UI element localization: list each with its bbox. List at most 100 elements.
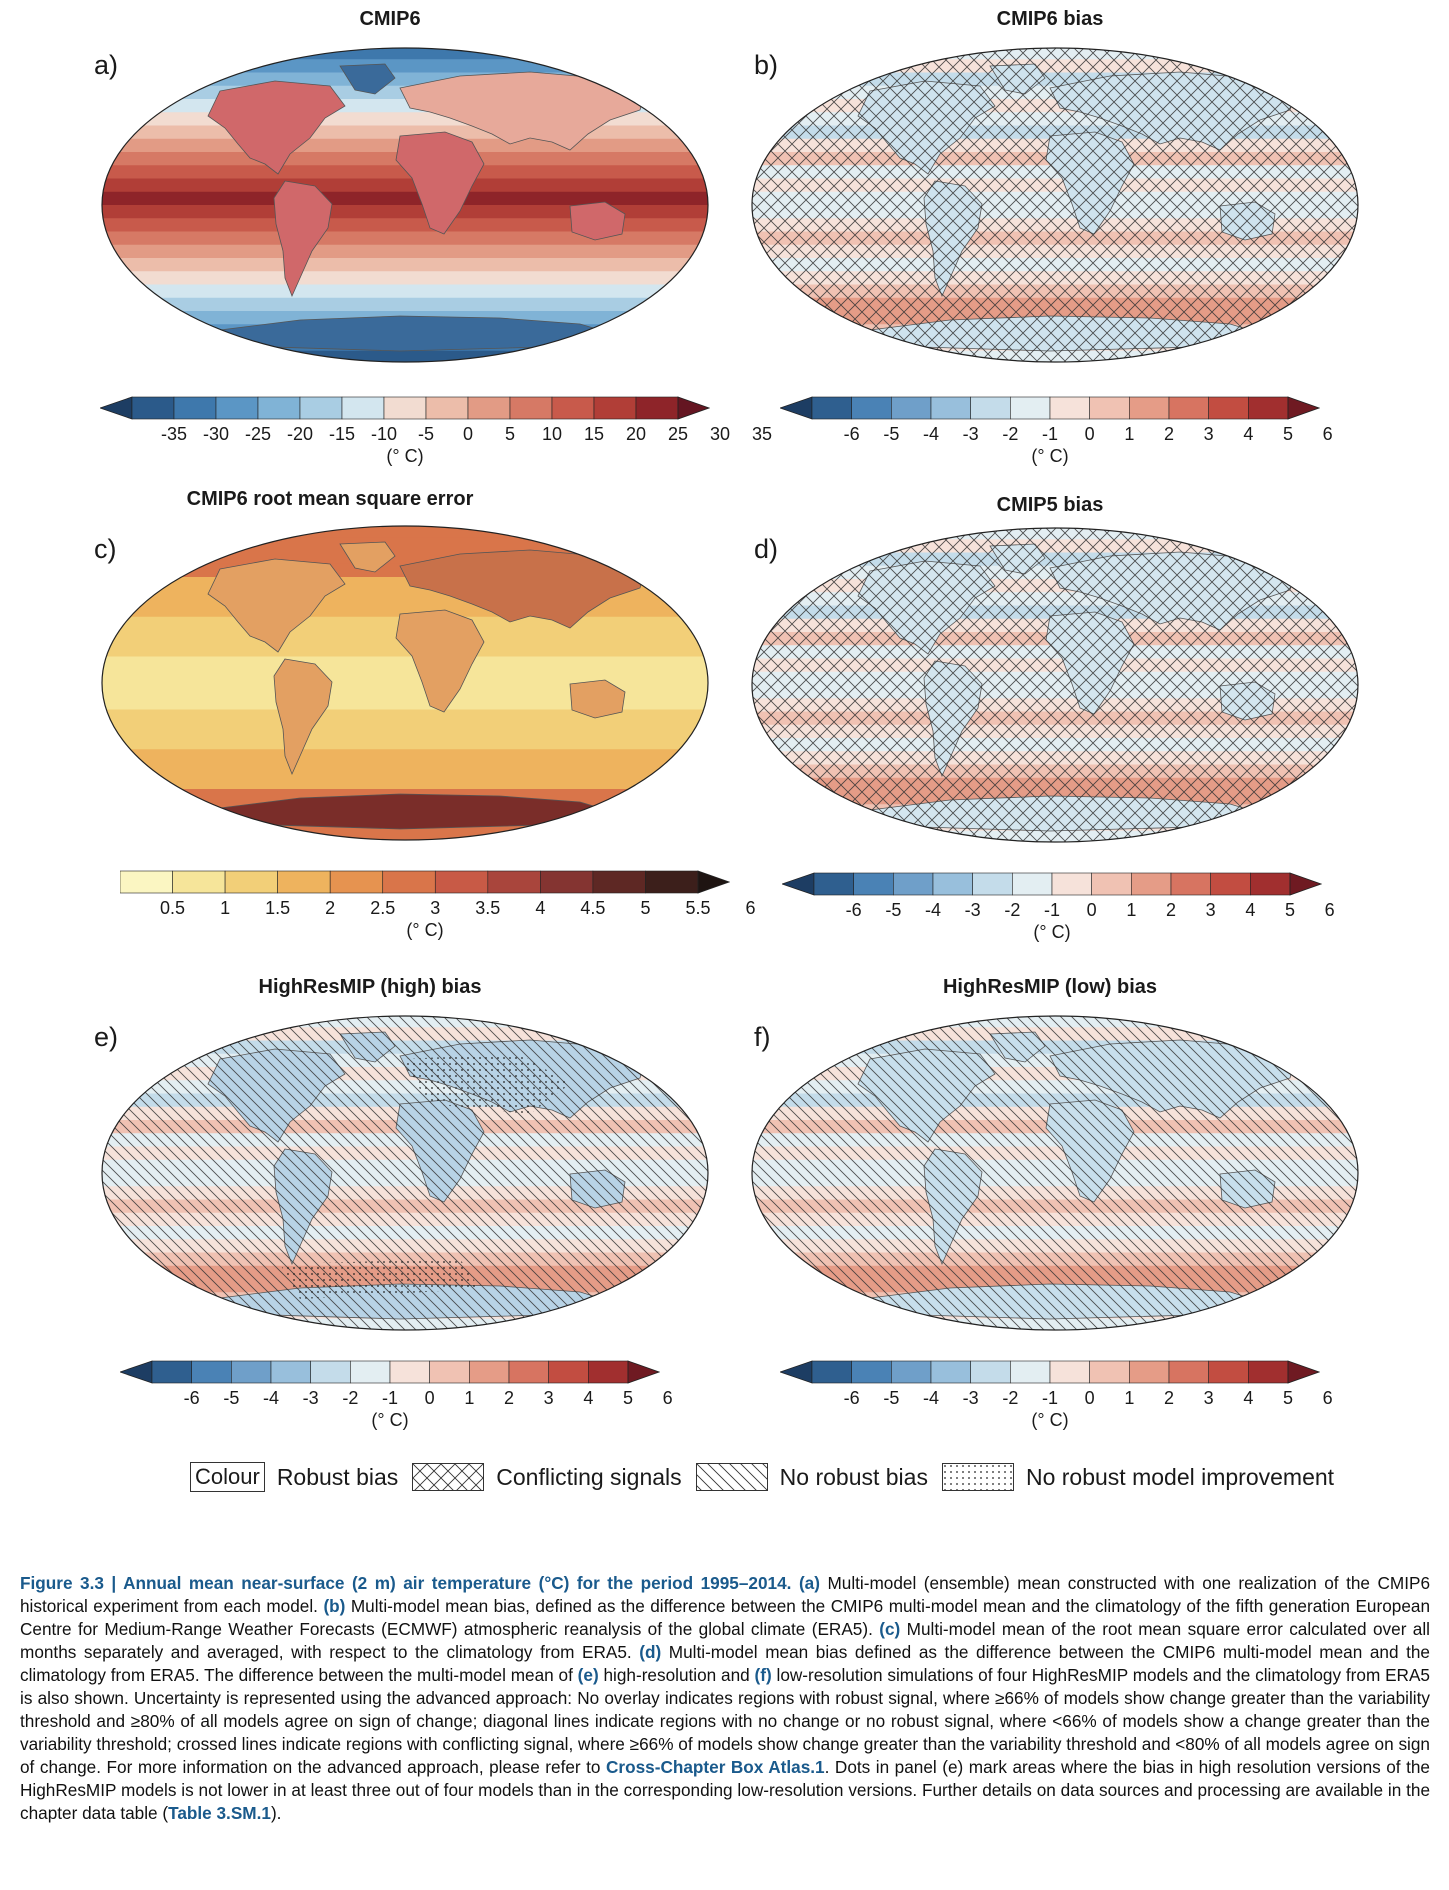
- unit-label: (° C): [386, 446, 424, 466]
- tick-label: 0: [1084, 424, 1095, 444]
- panel-letter: a): [94, 50, 119, 80]
- cross-reference-link[interactable]: Cross-Chapter Box Atlas.1: [606, 1757, 825, 1777]
- panel-letter: e): [94, 1022, 119, 1052]
- tick-label: -2: [1004, 900, 1021, 920]
- panel-letter: f): [754, 1022, 771, 1052]
- tick-label: 0: [462, 424, 474, 444]
- tick-label: -5: [223, 1388, 240, 1408]
- tick-label: 35: [751, 424, 773, 444]
- legend-label: Robust bias: [276, 1463, 399, 1490]
- caption-tag: (f): [754, 1665, 772, 1685]
- tick-label: 5: [1282, 424, 1294, 444]
- tick-label: 3: [543, 1388, 554, 1408]
- tick-label: 3: [430, 898, 441, 918]
- tick-label: 0: [1084, 1388, 1095, 1408]
- legend-label: No robust bias: [779, 1463, 928, 1490]
- tick-label: 0: [1086, 900, 1097, 920]
- legend-robust: Colour Robust bias: [190, 1462, 398, 1492]
- tick-label: 6: [662, 1388, 673, 1408]
- tick-label: 4: [535, 898, 546, 918]
- caption-text: . Dots in panel (e) mark areas where the…: [20, 1757, 1430, 1823]
- legend-label: Conflicting signals: [496, 1463, 682, 1490]
- tick-label: 1: [1126, 900, 1137, 920]
- panel-f: HighResMIP (low) bias f) -6 -5 -4 -3 -2 -1 0 1 2…: [720, 976, 1380, 1446]
- unit-label: (° C): [1031, 446, 1069, 466]
- caption-text: ).: [270, 1803, 282, 1823]
- tick-label: 5.5: [685, 898, 711, 918]
- caption-text: high-resolution and: [598, 1665, 755, 1685]
- panel-c: CMIP6 root mean square error c) 0.5 1 1.5 2…: [60, 488, 756, 958]
- map-cmip6-rmse: [101, 525, 709, 841]
- tick-label: 0: [424, 1388, 435, 1408]
- tick-label: -15: [328, 424, 356, 444]
- tick-label: -5: [883, 1388, 900, 1408]
- panel-title: HighResMIP (low) bias: [942, 976, 1158, 998]
- map-highresmip-high-bias: [101, 1015, 709, 1331]
- tick-label: -2: [342, 1388, 359, 1408]
- caption-text: Multi-model mean bias, defined as the di…: [20, 1596, 1430, 1639]
- caption-figure-label: Figure 3.3 | Annual mean near-surface (2…: [20, 1573, 792, 1593]
- panel-letter: b): [754, 50, 779, 80]
- crosshatch-swatch: [412, 1463, 485, 1491]
- tick-label: 3.5: [475, 898, 501, 918]
- map-cmip6-mean: [101, 47, 709, 363]
- tick-label: 25: [667, 424, 689, 444]
- legend-no-improvement: No robust model improvement: [941, 1463, 1334, 1491]
- dot-pattern-swatch: [941, 1463, 1014, 1491]
- tick-label: 20: [625, 424, 647, 444]
- tick-label: -3: [962, 424, 979, 444]
- tick-label: -6: [845, 900, 862, 920]
- tick-label: -20: [286, 424, 314, 444]
- caption-text: Multi-model mean bias defined as the dif…: [20, 1642, 1430, 1685]
- tick-label: 6: [745, 898, 756, 918]
- caption-text: Multi-model (ensemble) mean constructed …: [20, 1573, 1431, 1616]
- caption-tag: (e): [577, 1665, 599, 1685]
- tick-label: -1: [1043, 900, 1061, 920]
- unit-label: (° C): [406, 920, 444, 940]
- tick-label: 4: [1245, 900, 1256, 920]
- diagonal-hatch-swatch: [695, 1463, 768, 1491]
- tick-label: 3: [1205, 900, 1216, 920]
- tick-label: 3: [1203, 1388, 1214, 1408]
- unit-label: (° C): [1033, 922, 1071, 942]
- map-cmip6-bias: [751, 47, 1359, 363]
- tick-label: -5: [883, 424, 900, 444]
- caption-tag: (c): [879, 1619, 901, 1639]
- panel-letter: d): [754, 534, 779, 564]
- tick-label: 4.5: [580, 898, 606, 918]
- tick-label: -10: [370, 424, 398, 444]
- unit-label: (° C): [1031, 1410, 1069, 1430]
- colorbar: -6 -5 -4 -3 -2 -1 0 1 2 3 4 5 6 (° C): [782, 872, 1335, 942]
- panel-title: HighResMIP (high) bias: [258, 976, 482, 998]
- tick-label: 0.5: [160, 898, 186, 918]
- tick-label: 10: [541, 424, 563, 444]
- figure-caption: Figure 3.3 | Annual mean near-surface (2…: [20, 1572, 1430, 1825]
- caption-tag: (d): [639, 1642, 662, 1662]
- tick-label: -2: [1002, 1388, 1019, 1408]
- tick-label: 2: [325, 898, 336, 918]
- tick-label: 5: [640, 898, 651, 918]
- tick-label: 6: [1324, 900, 1335, 920]
- tick-label: 5: [504, 424, 516, 444]
- panel-title: CMIP5 bias: [996, 494, 1104, 516]
- colorbar: -6 -5 -4 -3 -2 -1 0 1 2 3 4 5 6 (° C): [780, 396, 1333, 466]
- tick-label: 2: [503, 1388, 515, 1408]
- tick-label: 1: [464, 1388, 475, 1408]
- tick-label: 2.5: [370, 898, 396, 918]
- tick-label: -1: [1041, 1388, 1059, 1408]
- colorbar: -35 -30 -25 -20 -15 -10 -5 0 5 10 15 20 25 30 35 (° C): [100, 396, 772, 466]
- tick-label: 5: [622, 1388, 634, 1408]
- tick-label: -35: [160, 424, 188, 444]
- tick-label: 1: [1124, 424, 1135, 444]
- table-reference-link[interactable]: Table 3.SM.1: [168, 1803, 271, 1823]
- tick-label: 30: [709, 424, 731, 444]
- tick-label: 2: [1165, 900, 1177, 920]
- colorbar: 0.5 1 1.5 2 2.5 3 3.5 4 4.5 5 5.5 6 (° C): [120, 870, 756, 940]
- tick-label: 3: [1203, 424, 1214, 444]
- colorbar: -6 -5 -4 -3 -2 -1 0 1 2 3 4 5 6 (° C): [120, 1360, 673, 1430]
- panel-letter: c): [94, 534, 117, 564]
- tick-label: -25: [244, 424, 272, 444]
- tick-label: 1.5: [265, 898, 291, 918]
- panel-title: CMIP6 bias: [996, 8, 1104, 30]
- tick-label: -4: [922, 424, 940, 444]
